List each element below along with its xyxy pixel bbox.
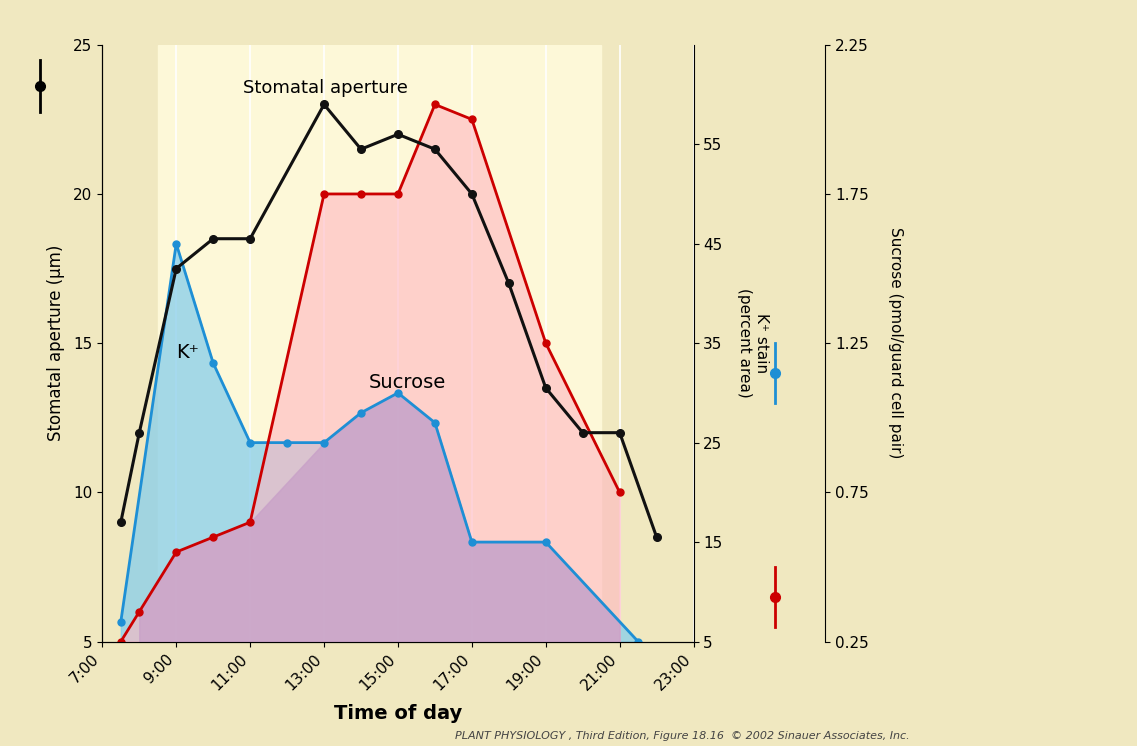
Text: Sucrose: Sucrose — [368, 373, 446, 392]
Y-axis label: Stomatal aperture (μm): Stomatal aperture (μm) — [47, 245, 65, 442]
Text: PLANT PHYSIOLOGY , Third Edition, Figure 18.16  © 2002 Sinauer Associates, Inc.: PLANT PHYSIOLOGY , Third Edition, Figure… — [455, 730, 910, 741]
Bar — [158, 45, 601, 642]
Y-axis label: K⁺ stain
(percent area): K⁺ stain (percent area) — [737, 288, 769, 398]
Text: Stomatal aperture: Stomatal aperture — [242, 78, 408, 104]
X-axis label: Time of day: Time of day — [334, 704, 462, 723]
Text: K⁺: K⁺ — [176, 343, 199, 362]
Y-axis label: Sucrose (pmol/guard cell pair): Sucrose (pmol/guard cell pair) — [888, 228, 904, 459]
Bar — [102, 45, 694, 642]
